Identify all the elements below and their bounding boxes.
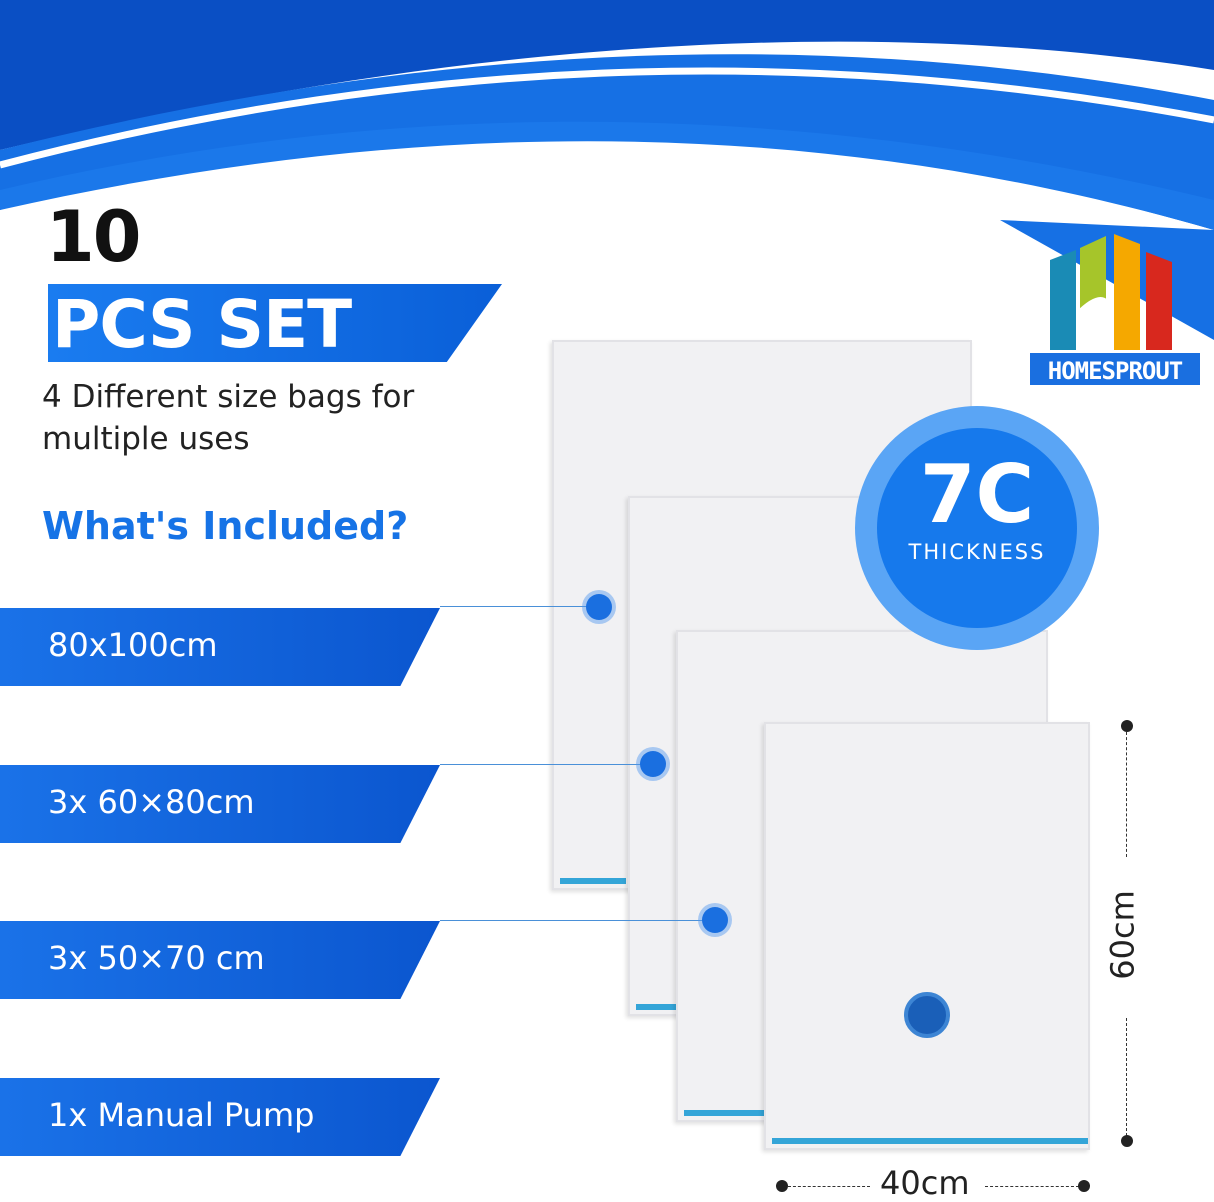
item-band: 3x 50×70 cm	[0, 921, 440, 999]
dimension-dot	[1121, 1135, 1133, 1147]
dimension-dot	[1121, 720, 1133, 732]
logo-icon	[1050, 234, 1172, 350]
included-title: What's Included?	[42, 504, 409, 548]
width-dimension: 40cm	[880, 1164, 970, 1202]
dimension-dot	[1078, 1180, 1090, 1192]
thickness-badge: 7C THICKNESS	[855, 406, 1099, 650]
height-dimension: 60cm	[1103, 890, 1142, 980]
subtitle: 4 Different size bags for multiple uses	[42, 379, 415, 457]
bag-zipper	[560, 878, 626, 884]
set-label: PCS SET	[52, 286, 352, 363]
item-label: 3x 60×80cm	[48, 783, 255, 821]
logo-text: HOMESPROUT	[1028, 351, 1202, 387]
dimension-line	[985, 1186, 1079, 1187]
item-band: 1x Manual Pump	[0, 1078, 440, 1156]
pointer-dot	[702, 907, 728, 933]
item-band: 80x100cm	[0, 608, 440, 686]
pointer-dot	[640, 751, 666, 777]
set-banner: PCS SET	[42, 284, 502, 362]
item-label: 1x Manual Pump	[48, 1096, 315, 1134]
badge-label: THICKNESS	[908, 540, 1046, 564]
item-label: 3x 50×70 cm	[48, 939, 265, 977]
bag-zipper	[684, 1110, 768, 1116]
item-band: 3x 60×80cm	[0, 765, 440, 843]
badge-value: 7C	[919, 448, 1035, 541]
dimension-line	[1126, 732, 1127, 857]
bag-zipper	[636, 1004, 676, 1010]
dimension-dot	[776, 1180, 788, 1192]
valve-icon	[904, 992, 950, 1038]
connector-line	[440, 764, 652, 765]
bag-zipper	[772, 1138, 1088, 1144]
dimension-line	[1126, 1018, 1127, 1136]
bag-front	[764, 722, 1090, 1150]
connector-line	[440, 920, 714, 921]
pointer-dot	[586, 594, 612, 620]
item-label: 80x100cm	[48, 626, 218, 664]
dimension-line	[788, 1186, 870, 1187]
count-heading: 10	[46, 196, 141, 278]
connector-line	[440, 606, 598, 607]
